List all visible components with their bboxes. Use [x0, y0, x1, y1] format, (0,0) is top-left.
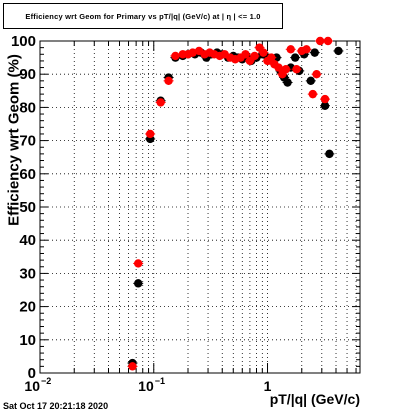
- data-point: [134, 259, 143, 268]
- y-tick-label: 0: [28, 365, 36, 382]
- data-point: [267, 53, 276, 62]
- x-tick-exponent: −2: [41, 376, 51, 386]
- data-point: [128, 362, 137, 371]
- y-tick-label: 70: [19, 133, 36, 150]
- data-point: [320, 94, 330, 104]
- data-series: [127, 36, 344, 371]
- data-point: [323, 36, 333, 46]
- data-point: [310, 48, 319, 57]
- x-tick-label: 1: [264, 378, 272, 394]
- data-point: [292, 65, 301, 74]
- data-point: [290, 53, 300, 62]
- y-tick-label: 90: [19, 66, 36, 83]
- data-point: [164, 76, 173, 86]
- data-point: [286, 45, 295, 54]
- y-tick-label: 60: [19, 166, 36, 183]
- data-point: [315, 36, 325, 46]
- y-tick-label: 30: [19, 265, 36, 282]
- data-point: [145, 129, 155, 139]
- data-point: [134, 279, 143, 288]
- data-point: [241, 50, 250, 59]
- data-point: [274, 63, 283, 72]
- data-point: [156, 98, 165, 107]
- chart-title: Efficiency wrt Geom for Primary vs pT/|q…: [25, 11, 261, 21]
- data-point: [312, 70, 321, 79]
- y-tick-label: 20: [19, 299, 36, 316]
- y-tick-label: 40: [19, 232, 36, 249]
- data-point: [250, 51, 259, 61]
- data-point: [171, 51, 180, 61]
- data-point: [325, 149, 334, 159]
- date-stamp: Sat Oct 17 20:21:18 2020: [3, 401, 109, 411]
- x-tick-label: 10: [138, 378, 154, 394]
- chart-title-box: Efficiency wrt Geom for Primary vs pT/|q…: [3, 3, 283, 29]
- x-axis-label: pT/|q| (GeV/c): [269, 391, 360, 407]
- data-point: [320, 101, 330, 110]
- y-tick-label: 100: [11, 33, 36, 50]
- data-point: [302, 45, 311, 54]
- y-axis-label: Efficiency wrt Geom (%): [5, 54, 23, 226]
- data-point: [259, 48, 268, 57]
- y-tick-label: 80: [19, 99, 36, 116]
- series-red: [127, 36, 333, 371]
- data-point: [306, 76, 315, 86]
- y-tick-label: 10: [19, 332, 36, 349]
- x-tick-exponent: −1: [155, 376, 165, 386]
- x-tick-label: 10: [24, 378, 40, 394]
- data-point: [283, 78, 292, 87]
- data-point: [308, 89, 317, 99]
- data-point: [281, 65, 291, 74]
- y-tick-label: 50: [19, 199, 36, 216]
- data-point: [334, 46, 343, 56]
